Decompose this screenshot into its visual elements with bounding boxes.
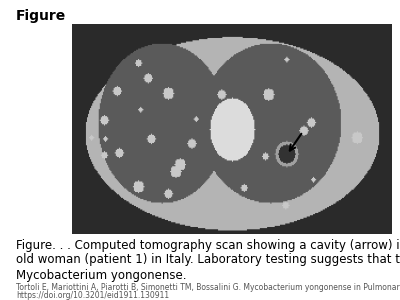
Text: Mycobacterium yongonense.: Mycobacterium yongonense.	[16, 268, 186, 281]
Text: Figure: Figure	[16, 9, 66, 23]
Text: old woman (patient 1) in Italy. Laboratory testing suggests that the woman was i: old woman (patient 1) in Italy. Laborato…	[16, 254, 400, 266]
Text: https://doi.org/10.3201/eid1911.130911: https://doi.org/10.3201/eid1911.130911	[16, 291, 169, 300]
Text: Figure. . . Computed tomography scan showing a cavity (arrow) in the left lung o: Figure. . . Computed tomography scan sho…	[16, 238, 400, 251]
Text: Tortoli E, Mariottini A, Piarotti B, Simonetti TM, Bossalini G. Mycobacterium yo: Tortoli E, Mariottini A, Piarotti B, Sim…	[16, 283, 400, 292]
